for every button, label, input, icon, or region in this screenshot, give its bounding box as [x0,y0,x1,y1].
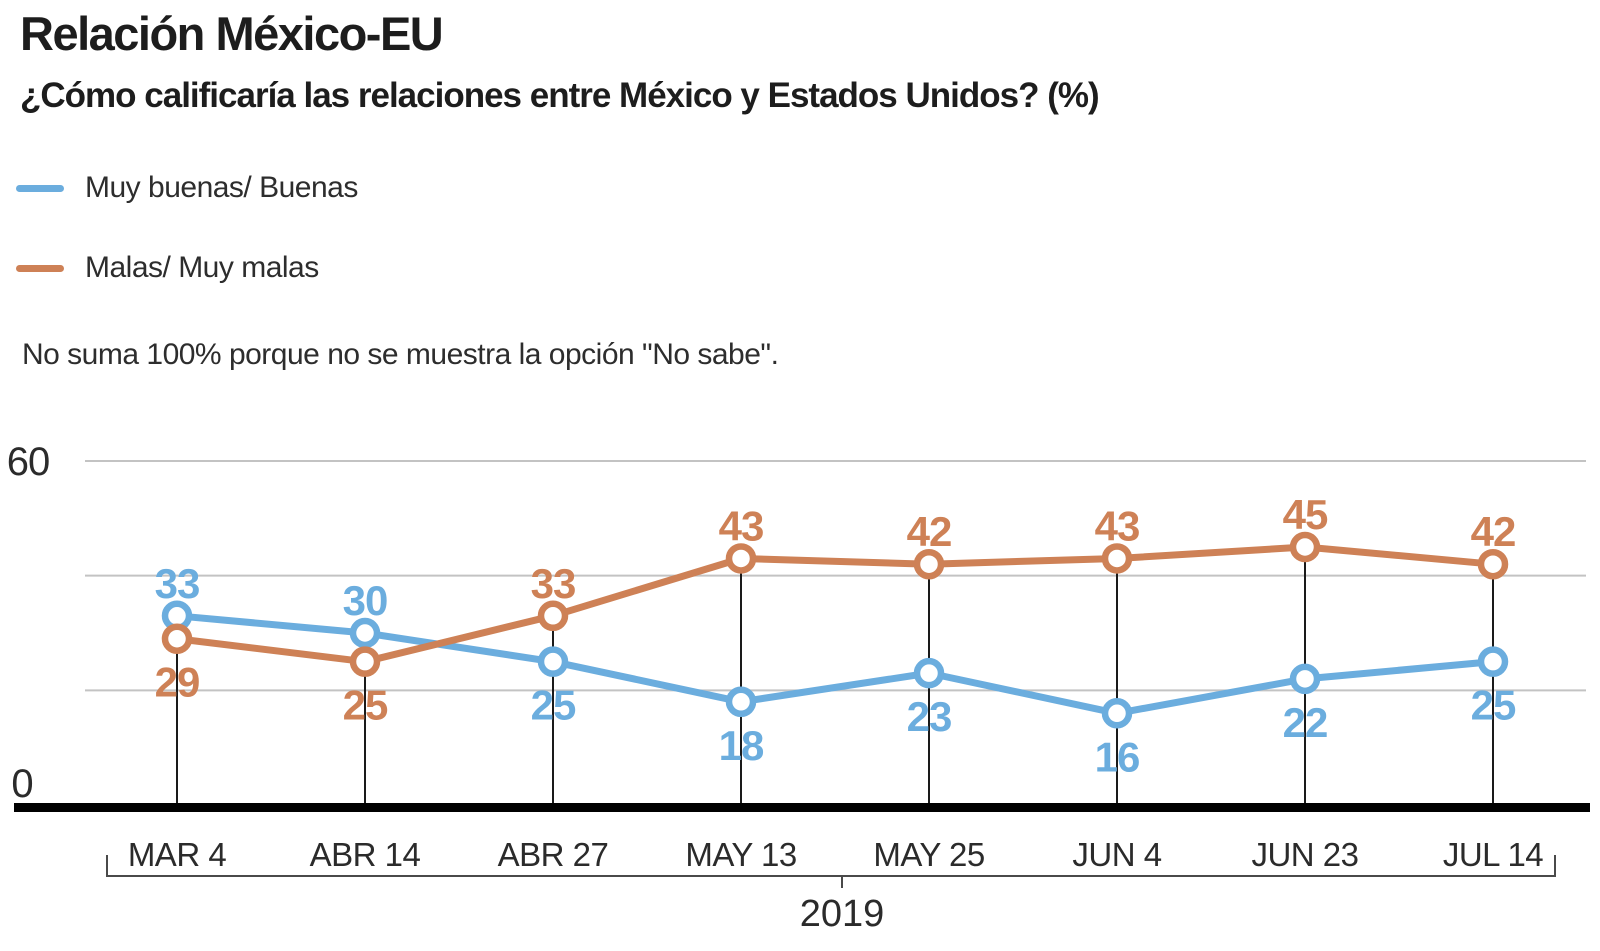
data-label: 42 [1471,508,1516,555]
series-line-1 [173,543,1497,666]
x-axis-label: ABR 14 [310,836,421,873]
data-point-marker [1289,531,1321,563]
x-axis-label: JUL 14 [1443,836,1543,873]
data-label: 29 [155,659,200,706]
legend-line-swatch-orange-icon [16,264,64,272]
legend-item-malas: Malas/ Muy malas [16,250,358,286]
x-axis-label: MAR 4 [128,836,227,873]
x-axis-label: JUN 4 [1072,836,1161,873]
data-label: 43 [719,502,764,549]
data-label: 25 [531,682,576,729]
y-axis-label: 0 [11,762,32,806]
data-point-marker [913,657,945,689]
year-label: 2019 [800,893,885,935]
data-label: 33 [155,560,200,607]
data-point-marker [349,617,381,649]
legend-label-muy-buenas: Muy buenas/ Buenas [85,171,358,204]
data-label: 33 [531,560,576,607]
data-label: 30 [343,577,388,624]
data-point-marker [537,646,569,677]
data-label: 43 [1095,502,1140,549]
data-label: 45 [1283,491,1328,538]
year-bracket [106,855,1556,888]
y-axis-label: 60 [7,440,50,484]
data-label: 25 [1471,682,1516,729]
data-label: 16 [1095,733,1140,780]
data-point-marker [1101,698,1133,729]
data-label: 23 [907,693,952,740]
chart-footnote: No suma 100% porque no se muestra la opc… [22,338,779,371]
data-point-marker [1477,646,1509,677]
data-point-marker [1289,663,1321,695]
x-axis-label: ABR 27 [498,836,609,873]
data-point-marker [349,646,381,677]
data-point-marker [537,600,569,632]
legend-item-muy-buenas: Muy buenas/ Buenas [16,170,358,206]
legend-label-malas: Malas/ Muy malas [85,251,319,284]
data-label: 22 [1283,699,1328,746]
data-point-marker [1101,543,1133,574]
data-label: 18 [719,722,764,769]
data-point-marker [1477,548,1509,580]
page-title: Relación México-EU [20,7,444,60]
data-label: 25 [343,682,388,729]
page-subtitle: ¿Cómo calificaría las relaciones entre M… [20,76,1100,115]
data-point-marker [913,548,945,580]
data-point-marker [161,623,193,654]
data-point-marker [725,686,757,718]
x-axis-label: MAY 25 [873,836,984,873]
series-line-0 [173,612,1497,717]
legend: Muy buenas/ Buenas Malas/ Muy malas [16,170,358,330]
x-axis-label: JUN 23 [1251,836,1358,873]
x-axis-label: MAY 13 [685,836,796,873]
data-point-marker [725,543,757,574]
legend-line-swatch-blue-icon [16,184,64,192]
data-label: 42 [907,508,952,555]
